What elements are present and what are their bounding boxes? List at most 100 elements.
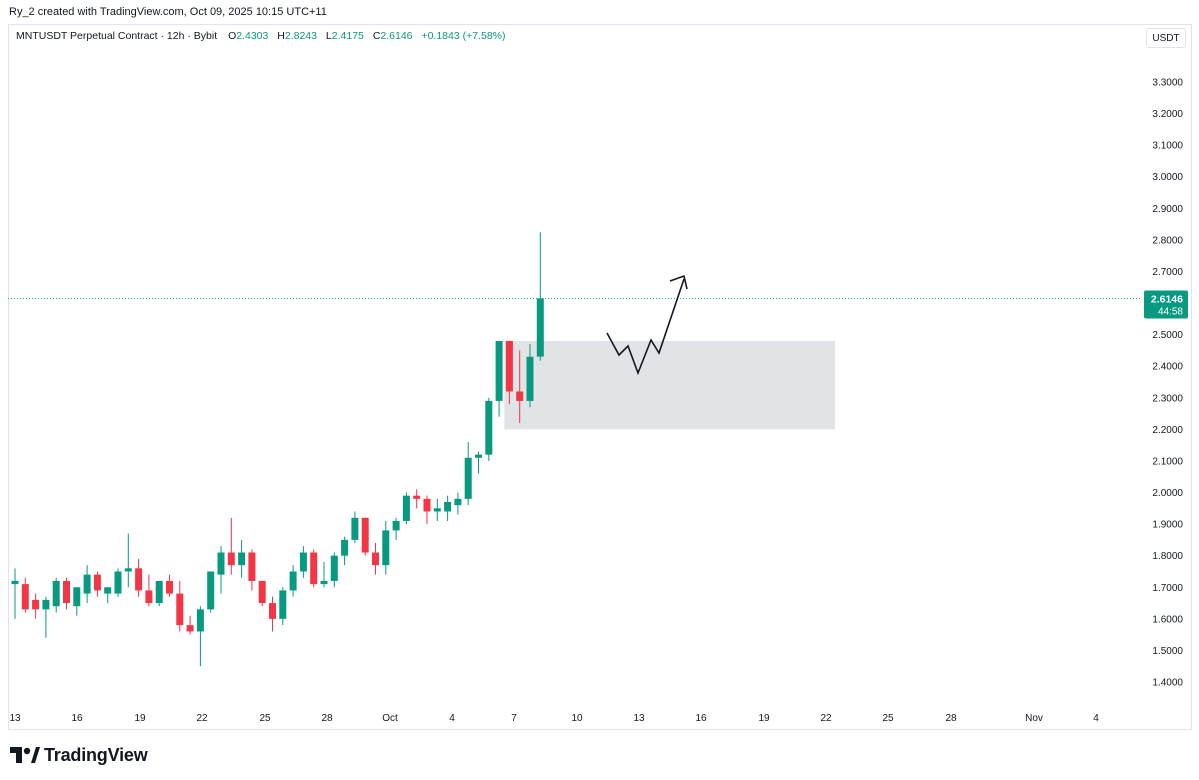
price-tick-label: 1.4000 bbox=[1152, 678, 1183, 689]
candle bbox=[196, 606, 204, 667]
time-tick-label: Nov bbox=[1025, 713, 1043, 724]
chart-frame bbox=[8, 24, 1192, 730]
candle bbox=[402, 492, 410, 525]
candle-body bbox=[330, 555, 338, 581]
candle-body bbox=[475, 454, 482, 458]
price-tick-label: 1.5000 bbox=[1152, 646, 1183, 657]
candle-body bbox=[73, 587, 81, 607]
candle bbox=[361, 517, 369, 556]
candle bbox=[299, 546, 307, 578]
drawing-layer-zone bbox=[504, 340, 835, 430]
time-tick-label: Oct bbox=[382, 713, 398, 724]
tradingview-logo[interactable]: TradingView bbox=[10, 744, 148, 766]
candle-body bbox=[361, 517, 369, 553]
time-tick-label: 4 bbox=[449, 713, 455, 724]
legend-close-label: C bbox=[372, 30, 381, 42]
candle bbox=[258, 580, 266, 607]
time-tick-label: 16 bbox=[71, 713, 83, 724]
candle-body bbox=[495, 340, 503, 401]
candle-body bbox=[186, 625, 194, 632]
candle-body bbox=[114, 571, 122, 594]
time-tick-label: 22 bbox=[196, 713, 208, 724]
price-tick-label: 2.9000 bbox=[1152, 204, 1183, 215]
time-tick-label: 25 bbox=[882, 713, 894, 724]
candle bbox=[73, 587, 81, 616]
candle bbox=[248, 549, 256, 591]
price-tick-label: 3.2000 bbox=[1152, 109, 1183, 120]
candle-body bbox=[444, 502, 452, 512]
candle bbox=[341, 536, 349, 566]
candle-body bbox=[454, 498, 462, 506]
tradingview-logo-icon bbox=[10, 747, 40, 763]
candle-body bbox=[124, 568, 132, 572]
time-axis: 13 16 19 22 25 28 Oct 4 7 10 13 16 19 22 25 28 Nov 4 bbox=[9, 713, 1099, 724]
candle-body bbox=[505, 340, 513, 392]
current-price-badge-bg bbox=[1144, 290, 1188, 319]
candle bbox=[413, 489, 421, 509]
currency-unit-button[interactable]: USDT bbox=[1146, 28, 1186, 48]
candle-body bbox=[516, 391, 524, 401]
candle bbox=[351, 511, 359, 544]
time-tick-label: 13 bbox=[633, 713, 645, 724]
candle bbox=[11, 568, 19, 619]
legend-open-value: 2.4303 bbox=[236, 30, 269, 42]
legend-change-value: +0.1843 (+7.58%) bbox=[421, 30, 506, 42]
candles-layer bbox=[8, 232, 1140, 667]
attribution-text: Ry_2 created with TradingView.com, Oct 0… bbox=[9, 6, 327, 18]
candle bbox=[382, 520, 390, 575]
candle-body bbox=[176, 593, 184, 626]
price-tick-label: 1.7000 bbox=[1152, 583, 1183, 594]
price-tick-label: 1.9000 bbox=[1152, 520, 1183, 531]
candle-body bbox=[536, 298, 544, 357]
candle bbox=[444, 495, 452, 521]
candle bbox=[320, 562, 328, 588]
candle bbox=[289, 565, 297, 597]
price-tick-label: 1.8000 bbox=[1152, 551, 1183, 562]
candle-body bbox=[299, 552, 307, 572]
candle bbox=[279, 587, 287, 626]
candle-body bbox=[433, 508, 441, 512]
candle-body bbox=[289, 571, 297, 591]
projection-arrowhead bbox=[669, 274, 688, 290]
candle-body bbox=[464, 457, 472, 499]
price-tick-label: 2.8000 bbox=[1152, 235, 1183, 246]
legend-open-label: O bbox=[228, 30, 237, 42]
legend-low-value: 2.4175 bbox=[331, 30, 364, 42]
price-tick-label: 2.4000 bbox=[1152, 362, 1183, 373]
candle bbox=[475, 451, 482, 474]
price-tick-label: 2.1000 bbox=[1152, 456, 1183, 467]
candle bbox=[227, 517, 235, 575]
candle bbox=[207, 571, 215, 613]
legend-symbol[interactable]: MNTUSDT Perpetual Contract · 12h · Bybit bbox=[16, 30, 218, 42]
legend-low-label: L bbox=[325, 30, 332, 42]
candle-body bbox=[248, 552, 256, 581]
candle bbox=[114, 568, 122, 597]
candle-body bbox=[52, 580, 60, 607]
candle-body bbox=[392, 520, 400, 531]
candle bbox=[310, 549, 318, 588]
candle-body bbox=[11, 580, 19, 585]
current-price-value: 2.6146 bbox=[1151, 293, 1183, 305]
price-tick-label: 2.7000 bbox=[1152, 267, 1183, 278]
time-tick-label: 4 bbox=[1093, 713, 1099, 724]
time-tick-label: 19 bbox=[134, 713, 146, 724]
price-tick-label: 2.2000 bbox=[1152, 425, 1183, 436]
candle-body bbox=[217, 552, 225, 575]
candle bbox=[186, 615, 194, 635]
candle-body bbox=[341, 539, 349, 556]
candle bbox=[526, 344, 534, 408]
candle-body bbox=[104, 587, 112, 594]
chart-legend: MNTUSDT Perpetual Contract · 12h · Bybit… bbox=[16, 29, 506, 43]
price-axis: 1.4000 1.5000 1.6000 1.7000 1.8000 1.9000 2.00… bbox=[1152, 78, 1183, 689]
candle bbox=[104, 587, 112, 604]
candle-body bbox=[83, 574, 91, 594]
candle-body bbox=[238, 552, 246, 566]
candle-body bbox=[351, 517, 359, 540]
candle-body bbox=[310, 552, 318, 585]
candle bbox=[505, 340, 513, 405]
drawing-layer-projection bbox=[606, 274, 688, 376]
time-tick-label: 13 bbox=[9, 713, 21, 724]
candle-body bbox=[382, 530, 390, 566]
